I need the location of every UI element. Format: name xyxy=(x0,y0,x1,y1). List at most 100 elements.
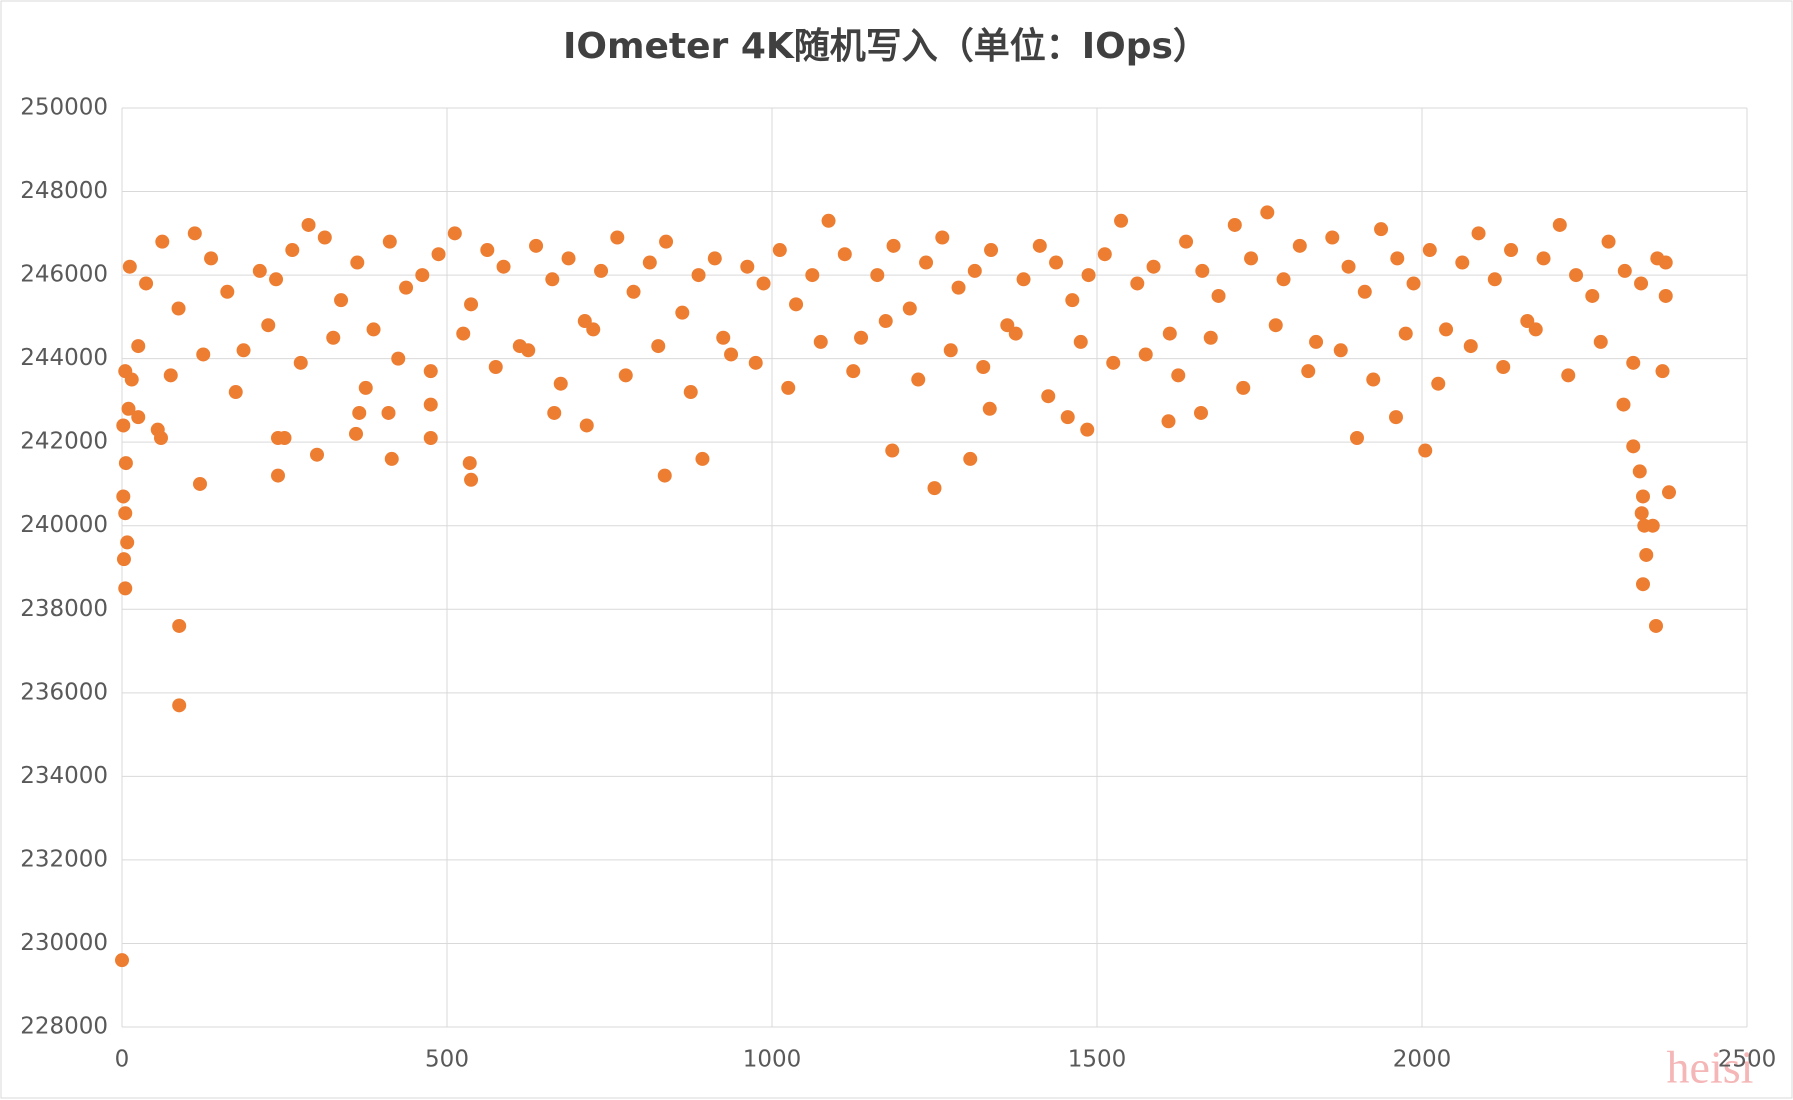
point xyxy=(886,238,901,253)
point xyxy=(594,263,609,278)
point xyxy=(1406,276,1421,291)
point xyxy=(1008,326,1023,341)
point xyxy=(967,263,982,278)
point xyxy=(1463,339,1478,354)
point xyxy=(1658,288,1673,303)
point xyxy=(1601,234,1616,249)
point xyxy=(1626,355,1641,370)
point xyxy=(1114,213,1129,228)
point xyxy=(277,431,292,446)
point xyxy=(935,230,950,245)
point xyxy=(285,243,300,258)
point xyxy=(521,343,536,358)
point xyxy=(187,226,202,241)
point xyxy=(1593,334,1608,349)
y-tick-label: 228000 xyxy=(20,1014,108,1040)
point xyxy=(642,255,657,270)
point xyxy=(431,247,446,262)
point xyxy=(204,251,219,266)
point xyxy=(1203,330,1218,345)
point xyxy=(982,401,997,416)
point xyxy=(1528,322,1543,337)
x-tick-label: 1000 xyxy=(743,1047,802,1073)
point xyxy=(618,368,633,383)
y-tick-label: 250000 xyxy=(20,95,108,121)
point xyxy=(118,506,133,521)
point xyxy=(1301,364,1316,379)
point xyxy=(423,431,438,446)
point xyxy=(1639,547,1654,562)
y-tick-label: 242000 xyxy=(20,429,108,455)
x-tick-label: 2500 xyxy=(1718,1047,1777,1073)
point xyxy=(1662,485,1676,500)
point xyxy=(1081,268,1096,283)
point xyxy=(675,305,690,320)
y-tick-label: 232000 xyxy=(20,846,108,872)
point xyxy=(358,380,373,395)
point xyxy=(220,284,235,299)
point xyxy=(1357,284,1372,299)
y-tick-label: 230000 xyxy=(20,930,108,956)
point xyxy=(193,476,207,491)
point xyxy=(382,234,397,249)
point xyxy=(740,259,755,274)
point xyxy=(545,272,560,287)
point xyxy=(496,259,511,274)
point xyxy=(1309,334,1324,349)
watermark: heisi xyxy=(1667,1042,1754,1093)
point xyxy=(846,364,861,379)
point xyxy=(695,451,710,466)
point xyxy=(586,322,601,337)
point xyxy=(553,376,568,391)
point xyxy=(196,347,211,362)
point xyxy=(1097,247,1112,262)
point xyxy=(821,213,836,228)
point xyxy=(854,330,869,345)
point xyxy=(1260,205,1275,220)
point xyxy=(683,385,698,400)
point xyxy=(1065,293,1080,308)
point xyxy=(261,318,276,333)
point xyxy=(464,472,479,487)
x-tick-label: 1500 xyxy=(1068,1047,1127,1073)
point xyxy=(1471,226,1486,241)
y-tick-label: 240000 xyxy=(20,512,108,538)
point xyxy=(659,234,674,249)
point xyxy=(350,255,365,270)
point xyxy=(1276,272,1291,287)
point xyxy=(984,243,999,258)
point xyxy=(236,343,251,358)
point xyxy=(1162,326,1177,341)
point xyxy=(1439,322,1454,337)
point xyxy=(1032,238,1047,253)
point xyxy=(878,314,893,329)
point xyxy=(547,405,562,420)
y-tick-label: 246000 xyxy=(20,262,108,288)
point xyxy=(1422,243,1437,258)
point xyxy=(1106,355,1121,370)
point xyxy=(963,451,978,466)
y-tick-label: 236000 xyxy=(20,679,108,705)
x-tick-label: 2000 xyxy=(1393,1047,1452,1073)
point xyxy=(1626,439,1641,454)
point xyxy=(529,238,544,253)
point xyxy=(415,268,430,283)
point xyxy=(1236,380,1251,395)
point xyxy=(1636,577,1650,592)
point xyxy=(1634,506,1649,521)
point xyxy=(1431,376,1446,391)
point xyxy=(651,339,666,354)
point xyxy=(1632,464,1647,479)
point xyxy=(716,330,731,345)
point xyxy=(1616,397,1631,412)
point xyxy=(772,243,787,258)
point xyxy=(399,280,414,295)
point xyxy=(172,698,187,713)
point xyxy=(115,953,129,968)
point xyxy=(805,268,820,283)
point xyxy=(1552,217,1567,232)
point xyxy=(1649,618,1663,633)
point xyxy=(349,426,363,441)
point xyxy=(464,297,479,312)
